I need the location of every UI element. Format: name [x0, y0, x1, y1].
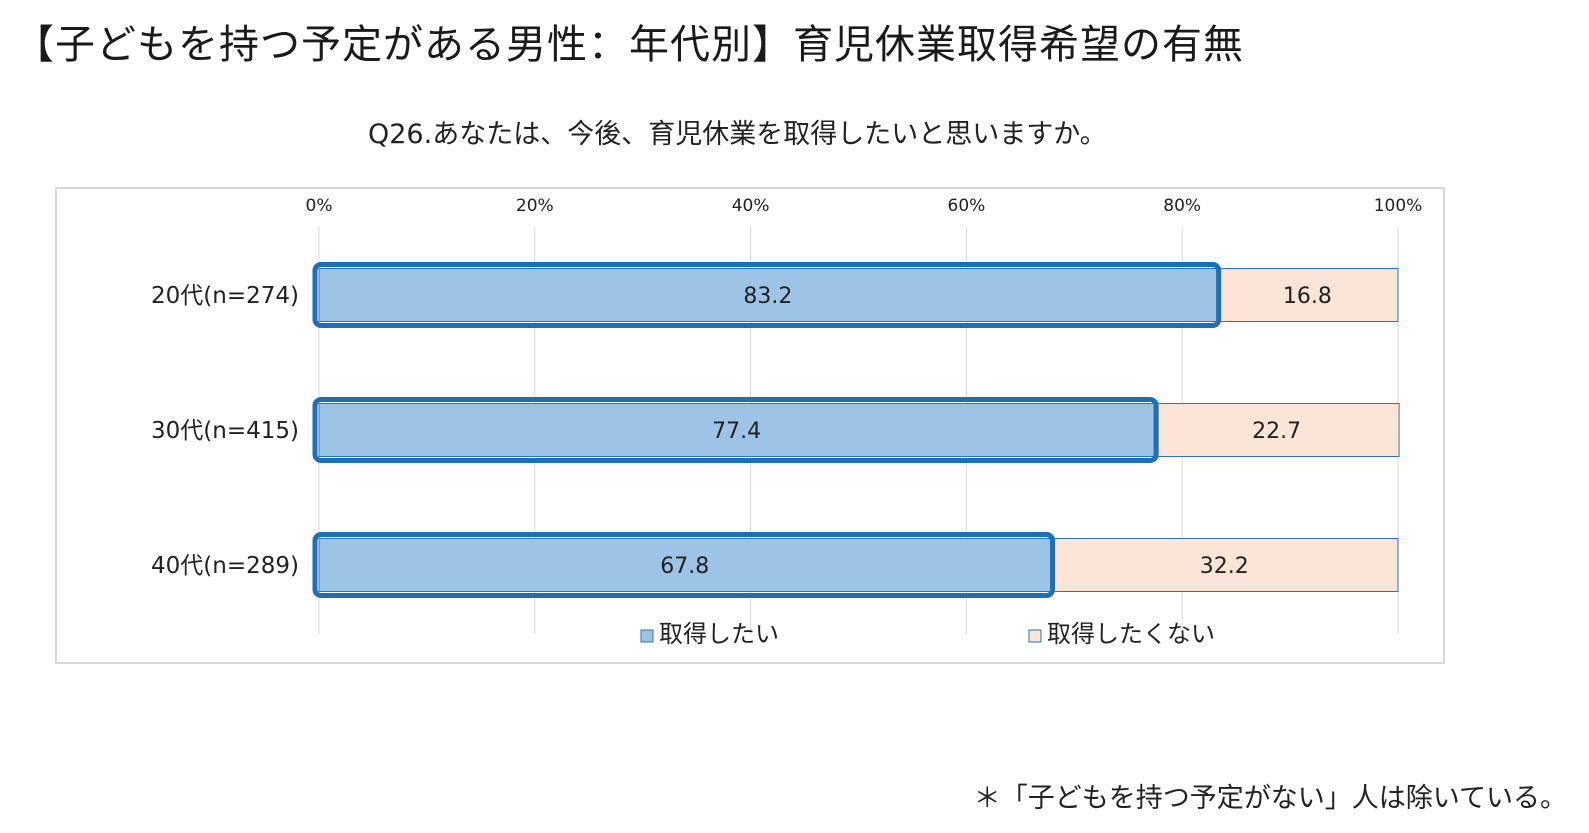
survey-question: Q26.あなたは、今後、育児休業を取得したいと思いますか。 — [368, 119, 1107, 150]
bar-segment — [318, 403, 1155, 457]
bar-segment — [318, 268, 1218, 322]
category-label: 30代(n=415) — [151, 418, 299, 444]
data-label: 22.7 — [1252, 419, 1301, 444]
category-label: 20代(n=274) — [151, 283, 299, 309]
footnote: ＊「子どもを持つ予定がない」人は除いている。 — [973, 783, 1567, 814]
legend-swatch — [640, 629, 654, 643]
category-label: 40代(n=289) — [151, 553, 299, 579]
x-tick-label: 80% — [1163, 196, 1201, 216]
stacked-bar-chart: 0% 20% 40% 60% 80% 100% 20代(n=274) 83.2 16.8 30代(… — [151, 196, 1423, 648]
highlight-outline — [312, 397, 1159, 463]
highlight-outline — [312, 262, 1222, 328]
legend-label: 取得したい — [659, 620, 779, 648]
page-title: 【子どもを持つ予定がある男性：年代別】育児休業取得希望の有無 — [14, 22, 1244, 68]
data-label: 32.2 — [1200, 554, 1249, 579]
x-tick-label: 20% — [516, 196, 554, 216]
x-tick-label: 60% — [948, 196, 986, 216]
legend-label: 取得したくない — [1047, 620, 1215, 648]
x-tick-label: 100% — [1374, 196, 1423, 216]
data-label: 67.8 — [660, 554, 709, 579]
x-tick-label: 40% — [732, 196, 770, 216]
bar-segment — [318, 538, 1052, 592]
data-label: 77.4 — [712, 419, 761, 444]
highlight-outline — [312, 532, 1056, 598]
x-tick-label: 0% — [306, 196, 333, 216]
data-label: 83.2 — [743, 284, 792, 309]
bar-segment — [1153, 403, 1400, 457]
legend-swatch — [1028, 629, 1042, 643]
data-label: 16.8 — [1283, 284, 1332, 309]
chart-frame: 0% 20% 40% 60% 80% 100% 20代(n=274) 83.2 16.8 30代(… — [55, 187, 1445, 664]
